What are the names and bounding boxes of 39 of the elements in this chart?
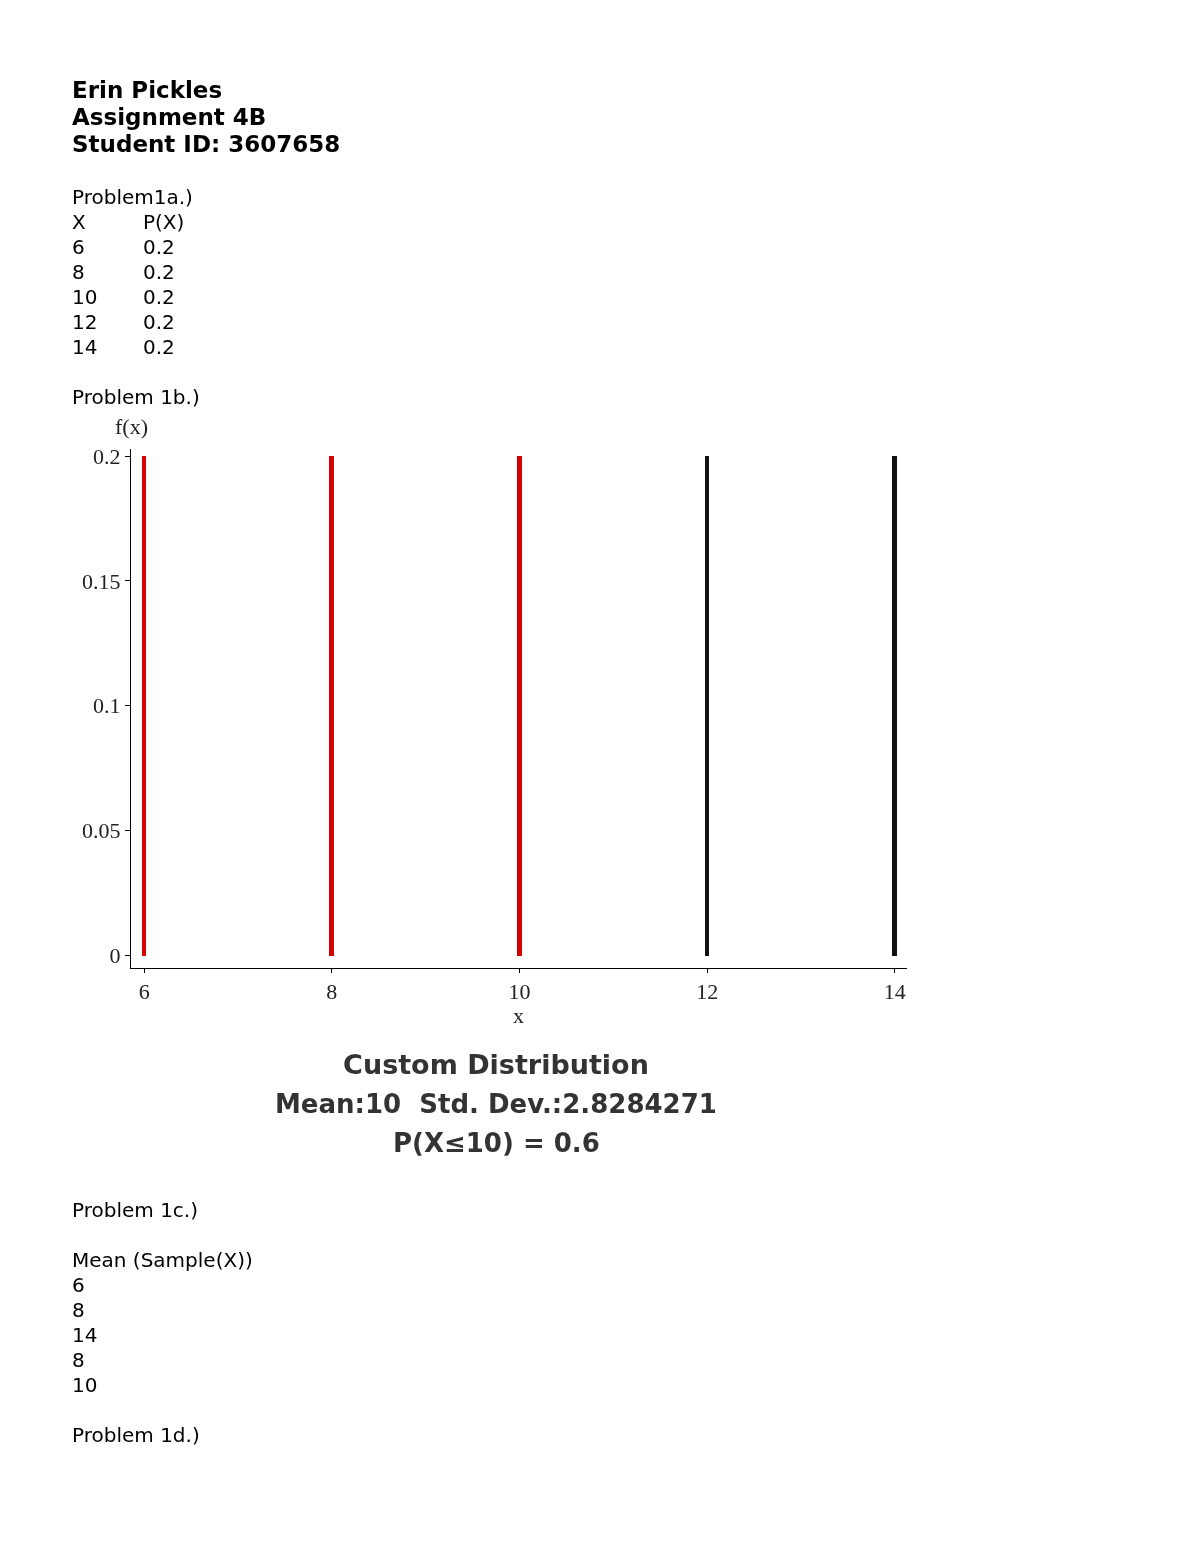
text: 8 <box>72 1348 85 1372</box>
text: 0.2 <box>143 285 175 309</box>
text: 14 <box>72 335 98 359</box>
text: Student ID: 3607658 <box>72 131 341 157</box>
y-tick-label: 0.05 <box>82 818 121 844</box>
text: 0.2 <box>143 260 175 284</box>
text: Problem1a.) <box>72 185 193 209</box>
text: 0.2 <box>143 235 175 259</box>
text: 12 <box>72 310 98 334</box>
text: Mean (Sample(X)) <box>72 1248 253 1272</box>
text: 8 <box>72 1298 85 1322</box>
x-tick-label: 8 <box>326 979 338 1005</box>
text: Problem 1b.) <box>72 385 200 409</box>
y-tick-label: 0.15 <box>82 568 121 594</box>
text: Erin Pickles <box>72 77 223 103</box>
text: 0.2 <box>143 310 175 334</box>
text: 10 <box>72 1373 98 1397</box>
x-tick-label: 6 <box>138 979 150 1005</box>
x-axis-title: x <box>513 1003 524 1028</box>
text: P(X) <box>143 210 185 234</box>
text: 6 <box>72 1273 85 1297</box>
text: X <box>72 210 86 234</box>
y-tick-label: 0.2 <box>93 443 121 469</box>
text: 10 <box>72 285 98 309</box>
text: 8 <box>72 260 85 284</box>
y-axis-title: f(x) <box>115 414 148 439</box>
text: Problem 1c.) <box>72 1198 199 1222</box>
text: Mean:10 Std. Dev.:2.8284271 P(X≤10) = 0.6 <box>275 1089 717 1158</box>
text: Custom Distribution <box>343 1049 649 1081</box>
y-tick-label: 0.1 <box>93 693 121 719</box>
x-tick-label: 14 <box>883 979 906 1005</box>
text: 14 <box>72 1323 98 1347</box>
x-tick-label: 10 <box>508 979 531 1005</box>
x-tick-label: 12 <box>696 979 719 1005</box>
y-tick-label: 0 <box>109 943 121 969</box>
text: 6 <box>72 235 85 259</box>
text: 0.2 <box>143 335 175 359</box>
text: Assignment 4B <box>72 104 267 130</box>
text: Problem 1d.) <box>72 1423 200 1447</box>
